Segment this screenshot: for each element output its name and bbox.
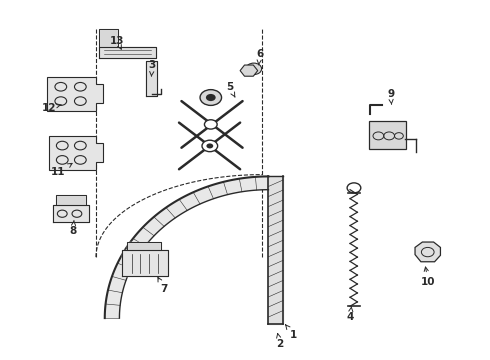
- Text: 6: 6: [256, 49, 263, 65]
- Text: 9: 9: [387, 89, 394, 104]
- Text: 12: 12: [41, 103, 61, 113]
- Text: 7: 7: [158, 277, 168, 294]
- Text: 2: 2: [276, 333, 284, 349]
- Polygon shape: [53, 205, 89, 222]
- Polygon shape: [415, 242, 441, 262]
- Text: 4: 4: [346, 306, 354, 322]
- Circle shape: [206, 94, 216, 101]
- Text: 13: 13: [110, 36, 124, 49]
- Polygon shape: [49, 136, 103, 170]
- Polygon shape: [147, 60, 157, 96]
- Circle shape: [200, 90, 221, 105]
- FancyBboxPatch shape: [368, 121, 406, 149]
- Polygon shape: [105, 176, 269, 318]
- Text: 5: 5: [226, 82, 235, 97]
- Circle shape: [246, 63, 262, 75]
- Text: 1: 1: [286, 325, 297, 340]
- Polygon shape: [99, 46, 156, 58]
- Circle shape: [202, 140, 218, 152]
- Polygon shape: [56, 195, 86, 205]
- Circle shape: [206, 143, 213, 148]
- Polygon shape: [122, 250, 168, 276]
- Polygon shape: [127, 242, 161, 250]
- Polygon shape: [269, 176, 283, 324]
- Circle shape: [204, 120, 217, 129]
- Text: 10: 10: [421, 267, 436, 287]
- Text: 8: 8: [70, 220, 76, 236]
- Text: 3: 3: [148, 60, 156, 76]
- Polygon shape: [240, 65, 258, 76]
- Polygon shape: [47, 77, 103, 111]
- Text: 11: 11: [51, 163, 72, 177]
- Polygon shape: [99, 30, 118, 46]
